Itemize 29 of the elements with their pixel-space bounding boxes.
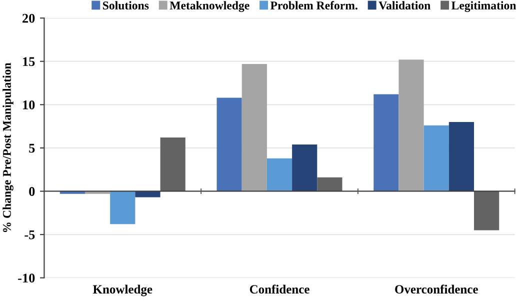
y-tick-label: 5 — [29, 144, 35, 153]
bar — [474, 191, 500, 230]
bar — [135, 191, 160, 198]
bar — [266, 158, 292, 192]
bar — [292, 144, 318, 192]
bar — [398, 60, 424, 192]
y-tick-label: 20 — [22, 14, 35, 23]
legend-label: Problem Reform. — [270, 1, 358, 10]
x-tick-label: Overconfidence — [395, 284, 478, 294]
bar — [424, 125, 449, 192]
y-tick-label: 10 — [23, 100, 35, 110]
bar — [317, 177, 342, 192]
bar — [216, 98, 242, 192]
y-axis-title: % Change Pre/Post Manipulation — [2, 62, 14, 232]
bar — [374, 94, 399, 192]
bar — [242, 64, 267, 192]
y-tick-label: -5 — [24, 230, 35, 240]
x-tick-label: Knowledge — [92, 284, 152, 296]
legend-label: Metaknowledge — [170, 1, 250, 12]
legend-label: Legitimation — [451, 1, 516, 12]
legend-label: Validation — [378, 1, 430, 10]
legend-label: Solutions — [102, 1, 149, 10]
bar — [448, 122, 474, 192]
bar — [160, 138, 186, 192]
y-tick-label: 0 — [29, 187, 35, 196]
bar — [110, 191, 136, 224]
y-tick-label: 15 — [23, 57, 35, 66]
x-tick-label: Confidence — [250, 284, 310, 294]
y-tick-label: -10 — [18, 274, 35, 283]
